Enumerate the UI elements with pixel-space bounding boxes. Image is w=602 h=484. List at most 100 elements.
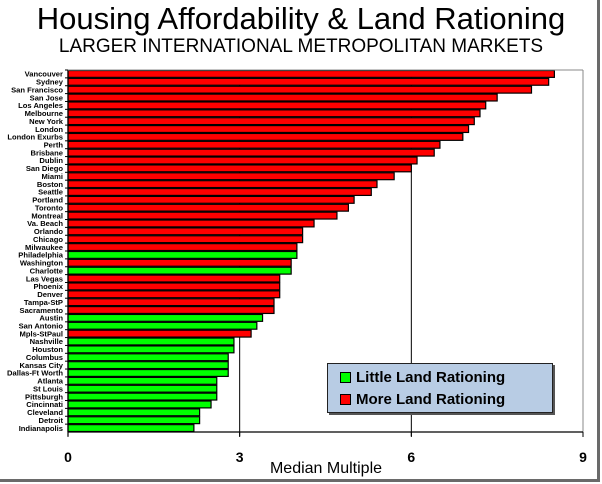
category-label: San Diego	[26, 164, 63, 173]
category-label: Nashville	[30, 337, 63, 346]
bar	[67, 274, 281, 283]
bar	[67, 376, 218, 385]
bar	[67, 408, 201, 417]
category-label: Milwaukee	[25, 243, 63, 252]
legend-label: Little Land Rationing	[356, 369, 506, 386]
bar	[67, 109, 481, 118]
bar	[67, 172, 395, 181]
category-label: Detroit	[39, 416, 64, 425]
bar	[67, 321, 258, 330]
category-label: Phoenix	[33, 282, 63, 291]
bar	[67, 400, 212, 409]
bar	[67, 187, 372, 197]
bar	[67, 305, 275, 315]
category-label: Houston	[32, 345, 63, 354]
bar	[67, 77, 550, 86]
bar	[67, 156, 418, 165]
chart-title: Housing Affordability & Land Rationing	[36, 1, 566, 36]
bar	[67, 132, 464, 141]
bar	[67, 69, 555, 78]
x-tick-label: 9	[579, 449, 587, 465]
category-label: Washington	[20, 259, 64, 268]
bar	[67, 424, 195, 433]
category-label: Chicago	[33, 235, 63, 244]
category-label: Sacramento	[20, 306, 64, 315]
legend-swatch-green	[340, 372, 351, 383]
category-label: Cleveland	[27, 408, 63, 417]
legend-swatch-red	[340, 394, 351, 405]
category-label: Dallas-Ft Worth	[7, 369, 63, 378]
bar	[67, 345, 235, 354]
category-label: Philadelphia	[18, 251, 64, 260]
bar	[67, 392, 218, 401]
category-label: Atlanta	[37, 377, 64, 386]
category-label: Los Angeles	[18, 101, 63, 110]
bar	[67, 211, 338, 220]
category-label: San Antonio	[19, 321, 64, 330]
bar	[67, 117, 475, 126]
bar	[67, 164, 412, 173]
category-label: San Francisco	[11, 85, 63, 94]
category-label: Vancouver	[25, 70, 63, 79]
category-label: Charlotte	[30, 266, 63, 275]
category-label: Dublin	[39, 156, 63, 165]
bar	[67, 298, 275, 307]
category-label: Miami	[41, 172, 63, 181]
legend: Little Land Rationing More Land Rationin…	[327, 363, 553, 413]
bar	[67, 353, 229, 362]
bar	[67, 250, 298, 259]
category-label: Columbus	[26, 353, 63, 362]
bar	[67, 282, 281, 291]
x-tick-label: 0	[64, 449, 72, 465]
bar	[67, 313, 264, 322]
bar	[67, 235, 304, 244]
category-label: Kansas City	[20, 361, 64, 370]
chart-subtitle: LARGER INTERNATIONAL METROPOLITAN MARKET…	[58, 36, 544, 57]
bar	[67, 124, 470, 134]
bar	[67, 101, 487, 110]
category-label: Montreal	[31, 211, 63, 220]
x-tick-label: 6	[407, 449, 415, 465]
category-label: Mpls-StPaul	[20, 329, 63, 338]
category-label: Las Vegas	[26, 274, 63, 283]
category-label: Boston	[37, 180, 64, 189]
category-label: San Jose	[30, 93, 63, 102]
category-label: Melbourne	[25, 109, 63, 118]
legend-item-little: Little Land Rationing	[340, 369, 505, 386]
category-label: Austin	[39, 314, 63, 323]
legend-label: More Land Rationing	[356, 391, 506, 408]
bar	[67, 416, 201, 425]
category-label: Orlando	[34, 227, 63, 236]
bar	[67, 266, 292, 275]
bar	[67, 180, 378, 189]
bar	[67, 290, 281, 299]
category-label: London Exurbs	[7, 133, 63, 142]
x-axis-title: Median Multiple	[270, 460, 382, 477]
bars	[67, 69, 555, 433]
bar	[67, 85, 533, 94]
category-label: Denver	[37, 290, 63, 299]
bar	[67, 337, 235, 346]
legend-item-more: More Land Rationing	[340, 391, 505, 408]
bar	[67, 93, 498, 102]
bar	[67, 329, 252, 338]
category-label: Sydney	[36, 78, 64, 87]
category-label: Seattle	[38, 188, 63, 197]
bar	[67, 203, 349, 212]
category-label: Pittsburgh	[25, 392, 63, 401]
bar	[67, 361, 229, 370]
category-label: Toronto	[35, 203, 63, 212]
category-label: London	[35, 125, 63, 134]
category-label: Portland	[32, 196, 63, 205]
category-label: Indianapolis	[19, 424, 63, 433]
category-label: Brisbane	[31, 148, 64, 157]
x-tick-label: 3	[236, 449, 244, 465]
bar	[67, 384, 218, 393]
bar	[67, 219, 315, 228]
bar	[67, 258, 292, 267]
bar	[67, 243, 298, 252]
category-label: Va. Beach	[27, 219, 63, 228]
